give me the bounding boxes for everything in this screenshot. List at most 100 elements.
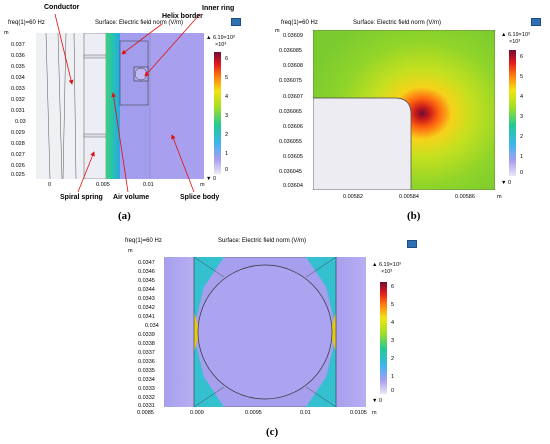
y-tick: 0.035 bbox=[11, 64, 25, 70]
y-tick: 0.0332 bbox=[138, 395, 155, 401]
caption-b: (b) bbox=[407, 210, 421, 222]
panel-a-freq-label: freq(1)=60 Hz bbox=[8, 20, 45, 26]
colorbar-multiplier: ×10³ bbox=[215, 42, 227, 48]
colorbar-tick: 0 bbox=[225, 167, 229, 173]
colorbar-tick: 1 bbox=[520, 154, 524, 160]
y-tick: 0.036065 bbox=[279, 109, 302, 115]
y-tick: 0.036045 bbox=[279, 169, 302, 175]
x-tick: 0.0095 bbox=[245, 410, 262, 416]
panel-b-export-icon[interactable] bbox=[531, 18, 541, 26]
y-tick: 0.0339 bbox=[138, 332, 155, 338]
caption-a: (a) bbox=[118, 210, 131, 222]
y-tick: 0.025 bbox=[11, 172, 25, 178]
x-tick: 0.00584 bbox=[399, 194, 419, 200]
colorbar-tick: 4 bbox=[225, 94, 229, 100]
colorbar-tick: 5 bbox=[391, 302, 395, 308]
y-tick: 0.03608 bbox=[283, 63, 303, 69]
y-tick: 0.0346 bbox=[138, 269, 155, 275]
y-tick: 0.029 bbox=[11, 130, 25, 136]
y-tick: 0.0336 bbox=[138, 359, 155, 365]
panel-c-plot bbox=[164, 257, 366, 407]
x-unit: m bbox=[200, 182, 205, 188]
label-inner-ring: Inner ring bbox=[202, 5, 235, 12]
colorbar-tick: 3 bbox=[391, 338, 395, 344]
label-helix-border: Helix border bbox=[162, 13, 203, 20]
colorbar-tick: 0 bbox=[391, 388, 395, 394]
x-tick: 0.0085 bbox=[137, 410, 154, 416]
colorbar-tick: 0 bbox=[520, 170, 524, 176]
label-splice-body: Splice body bbox=[180, 194, 220, 201]
inner-ring-circle bbox=[197, 264, 333, 400]
x-unit: m bbox=[497, 194, 502, 200]
colorbar-max: ▲ 6.19×10³ bbox=[501, 32, 530, 38]
panel-a-arrows bbox=[54, 13, 201, 193]
y-tick: 0.0338 bbox=[138, 341, 155, 347]
y-tick: 0.03 bbox=[15, 119, 26, 125]
panel-a-plot bbox=[36, 33, 204, 179]
panel-c-freq-label: freq(1)=60 Hz bbox=[125, 238, 162, 244]
y-tick: 0.032 bbox=[11, 97, 25, 103]
panel-b-freq-label: freq(1)=60 Hz bbox=[281, 20, 318, 26]
y-tick: 0.03607 bbox=[283, 94, 303, 100]
y-tick: 0.033 bbox=[11, 86, 25, 92]
x-tick: 0.00586 bbox=[455, 194, 475, 200]
colorbar-tick: 6 bbox=[520, 54, 524, 60]
panel-a-export-icon[interactable] bbox=[231, 18, 241, 26]
colorbar-multiplier: ×10³ bbox=[381, 269, 393, 275]
x-tick: 0.01 bbox=[143, 182, 154, 188]
y-tick: 0.034 bbox=[145, 323, 159, 329]
y-tick: 0.0331 bbox=[138, 403, 155, 409]
panel-a-unit: m bbox=[4, 30, 9, 36]
colorbar-tick: 4 bbox=[520, 94, 524, 100]
y-tick: 0.0337 bbox=[138, 350, 155, 356]
conductor-strand bbox=[57, 33, 63, 179]
panel-c-export-icon[interactable] bbox=[407, 240, 417, 248]
label-spiral-spring: Spiral spring bbox=[60, 194, 103, 201]
y-tick: 0.0344 bbox=[138, 287, 155, 293]
colorbar-tick: 2 bbox=[520, 134, 524, 140]
x-tick: 0.005 bbox=[96, 182, 110, 188]
y-tick: 0.03609 bbox=[283, 33, 303, 39]
colorbar-max: ▲ 6.19×10³ bbox=[372, 262, 401, 268]
conductor-strand bbox=[73, 33, 77, 179]
colorbar-multiplier: ×10³ bbox=[509, 39, 521, 45]
y-tick: 0.036075 bbox=[279, 78, 302, 84]
x-tick: 0.00582 bbox=[343, 194, 363, 200]
y-tick: 0.036055 bbox=[279, 139, 302, 145]
colorbar-tick: 5 bbox=[225, 75, 229, 81]
colorbar-min: ▼ 0 bbox=[501, 180, 512, 186]
y-tick: 0.028 bbox=[11, 141, 25, 147]
colorbar-tick: 4 bbox=[391, 320, 395, 326]
y-tick: 0.03606 bbox=[283, 124, 303, 130]
y-tick: 0.036 bbox=[11, 53, 25, 59]
y-tick: 0.0335 bbox=[138, 368, 155, 374]
y-tick: 0.0334 bbox=[138, 377, 155, 383]
colorbar-tick: 2 bbox=[225, 132, 229, 138]
colorbar-min: ▼ 0 bbox=[372, 398, 383, 404]
panel-b-plot bbox=[313, 30, 495, 190]
y-tick: 0.037 bbox=[11, 42, 25, 48]
y-tick: 0.027 bbox=[11, 152, 25, 158]
y-tick: 0.026 bbox=[11, 163, 25, 169]
panel-c: freq(1)=60 Hz Surface: Electric field no… bbox=[0, 226, 550, 444]
colorbar-tick: 2 bbox=[391, 356, 395, 362]
y-tick: 0.031 bbox=[11, 108, 25, 114]
y-tick: 0.0345 bbox=[138, 278, 155, 284]
air-volume-region bbox=[106, 33, 120, 179]
panel-b-unit: m bbox=[275, 28, 280, 34]
x-tick: 0.01 bbox=[300, 410, 311, 416]
conductor-corner bbox=[313, 97, 412, 190]
x-tick: 0 bbox=[48, 182, 52, 188]
x-unit: m bbox=[372, 410, 377, 416]
colorbar-tick: 1 bbox=[225, 151, 229, 157]
label-conductor: Conductor bbox=[44, 4, 80, 11]
colorbar-max: ▲ 6.19×10³ bbox=[206, 35, 235, 41]
y-tick: 0.03604 bbox=[283, 183, 303, 189]
x-tick: 0.009 bbox=[190, 410, 204, 416]
colorbar-tick: 6 bbox=[391, 284, 395, 290]
y-tick: 0.0341 bbox=[138, 314, 155, 320]
y-tick: 0.0347 bbox=[138, 260, 155, 266]
x-tick: 0.0105 bbox=[350, 410, 367, 416]
colorbar-min: ▼ 0 bbox=[206, 176, 217, 182]
y-tick: 0.0342 bbox=[138, 305, 155, 311]
